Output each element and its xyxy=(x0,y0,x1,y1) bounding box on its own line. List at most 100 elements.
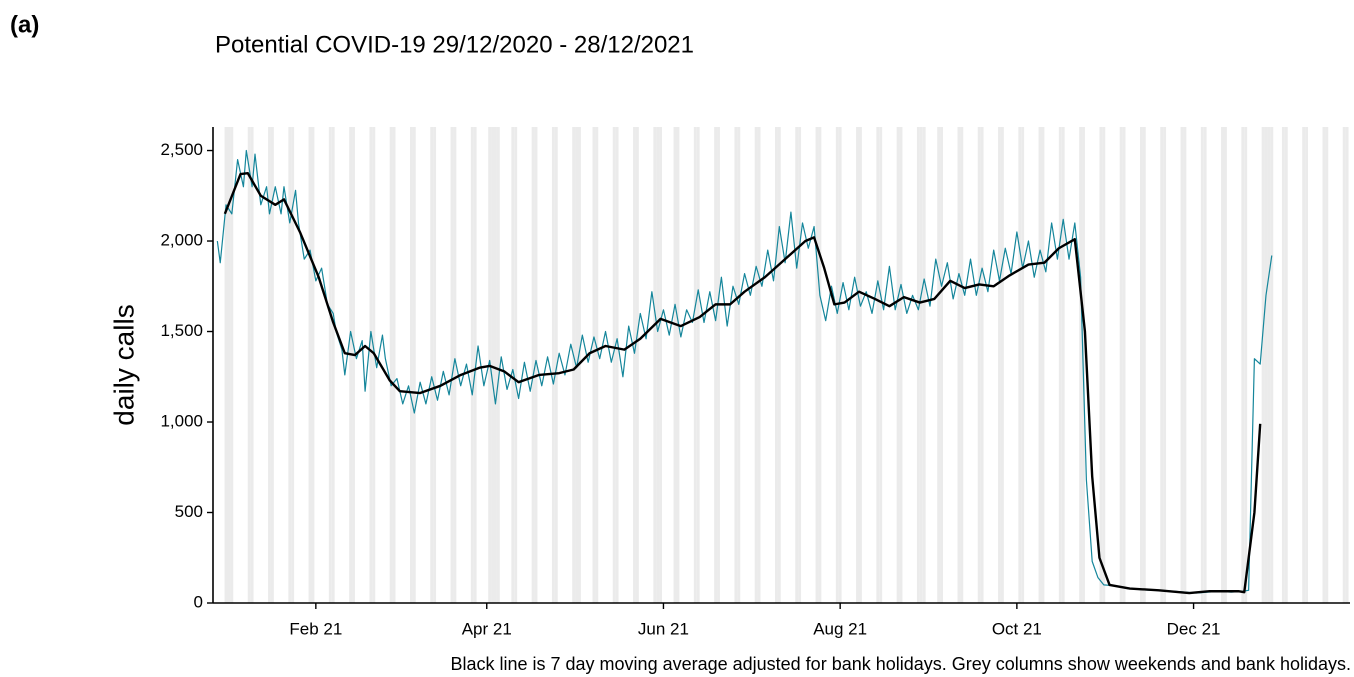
shaded-day xyxy=(635,127,639,603)
shaded-day xyxy=(653,127,657,603)
shaded-day xyxy=(838,127,842,603)
shaded-day xyxy=(659,127,663,603)
shaded-day xyxy=(1000,127,1004,603)
shading-layer xyxy=(224,127,1349,603)
shaded-day xyxy=(937,127,941,603)
shaded-day xyxy=(453,127,457,603)
shaded-day xyxy=(311,127,315,603)
y-tick-label: 500 xyxy=(175,502,203,521)
shaded-day xyxy=(433,127,437,603)
shaded-day xyxy=(876,127,880,603)
shaded-day xyxy=(1241,127,1245,603)
shaded-day xyxy=(1163,127,1167,603)
shaded-day xyxy=(270,127,274,603)
shaded-day xyxy=(268,127,271,603)
x-tick-label: Apr 21 xyxy=(462,619,512,638)
shaded-day xyxy=(980,127,984,603)
shaded-day xyxy=(1079,127,1083,603)
shaded-day xyxy=(1058,127,1062,603)
shaded-day xyxy=(409,127,413,603)
shaded-day xyxy=(1142,127,1146,603)
shaded-day xyxy=(717,127,720,603)
shaded-day xyxy=(919,127,923,603)
shaded-day xyxy=(1200,127,1204,603)
shaded-day xyxy=(922,127,926,603)
shaded-day xyxy=(369,127,373,603)
shaded-day xyxy=(531,127,535,603)
shaded-day xyxy=(676,127,680,603)
x-tick-label: Oct 21 xyxy=(992,619,1042,638)
shaded-day xyxy=(1018,127,1022,603)
shaded-day xyxy=(737,127,741,603)
chart-title: Potential COVID-19 29/12/2020 - 28/12/20… xyxy=(215,31,694,58)
shaded-day xyxy=(227,127,231,603)
shaded-day xyxy=(1342,127,1346,603)
shaded-day xyxy=(1183,127,1187,603)
shaded-day xyxy=(777,127,781,603)
shaded-day xyxy=(1345,127,1349,603)
shaded-day xyxy=(473,127,477,603)
shaded-day xyxy=(896,127,900,603)
shaded-day xyxy=(774,127,778,603)
shaded-day xyxy=(496,127,500,603)
shaded-day xyxy=(714,127,718,603)
shaded-day xyxy=(247,127,251,603)
shaded-day xyxy=(224,127,228,603)
shaded-day xyxy=(795,127,799,603)
shaded-day xyxy=(1223,127,1227,603)
shaded-day xyxy=(1325,127,1329,603)
shaded-day xyxy=(1221,127,1224,603)
shaded-day xyxy=(1102,127,1106,603)
shaded-day xyxy=(940,127,943,603)
shaded-day xyxy=(957,127,961,603)
shaded-day xyxy=(308,127,312,603)
shaded-day xyxy=(491,127,494,603)
shaded-day xyxy=(511,127,515,603)
shaded-day xyxy=(1267,127,1271,603)
shaded-day xyxy=(1270,127,1274,603)
shaded-day xyxy=(592,127,596,603)
shaded-day xyxy=(514,127,518,603)
shaded-day xyxy=(612,127,616,603)
shaded-day xyxy=(372,127,376,603)
y-tick-label: 1,500 xyxy=(160,321,203,340)
y-tick-label: 0 xyxy=(194,592,203,611)
shaded-day xyxy=(815,127,819,603)
y-tick-label: 2,000 xyxy=(160,231,203,250)
x-tick-label: Aug 21 xyxy=(813,619,867,638)
shaded-day xyxy=(1038,127,1042,603)
shaded-day xyxy=(879,127,883,603)
shaded-day xyxy=(1061,127,1065,603)
y-tick-label: 1,000 xyxy=(160,411,203,430)
shaded-day xyxy=(1041,127,1045,603)
shaded-day xyxy=(349,127,353,603)
shaded-day xyxy=(1122,127,1126,603)
shaded-day xyxy=(1322,127,1326,603)
shaded-day xyxy=(1119,127,1123,603)
shaded-day xyxy=(734,127,738,603)
shaded-day xyxy=(998,127,1001,603)
shaded-day xyxy=(470,127,474,603)
panel-label: (a) xyxy=(10,11,39,38)
shaded-day xyxy=(1302,127,1306,603)
shaded-day xyxy=(696,127,700,603)
x-tick-label: Jun 21 xyxy=(638,619,689,638)
shaded-day xyxy=(818,127,822,603)
shaded-day xyxy=(534,127,538,603)
shaded-day xyxy=(1264,127,1268,603)
shaded-day xyxy=(412,127,416,603)
shaded-day xyxy=(230,127,234,603)
shaded-day xyxy=(916,127,920,603)
x-tick-label: Feb 21 xyxy=(289,619,342,638)
shaded-day xyxy=(1281,127,1285,603)
shaded-day xyxy=(352,127,355,603)
shaded-day xyxy=(1305,127,1308,603)
shaded-day xyxy=(1203,127,1207,603)
shaded-day xyxy=(899,127,903,603)
shaded-day xyxy=(1261,127,1265,603)
shaded-day xyxy=(331,127,335,603)
shaded-day xyxy=(673,127,677,603)
shaded-day xyxy=(1180,127,1184,603)
series-line xyxy=(223,171,1262,595)
